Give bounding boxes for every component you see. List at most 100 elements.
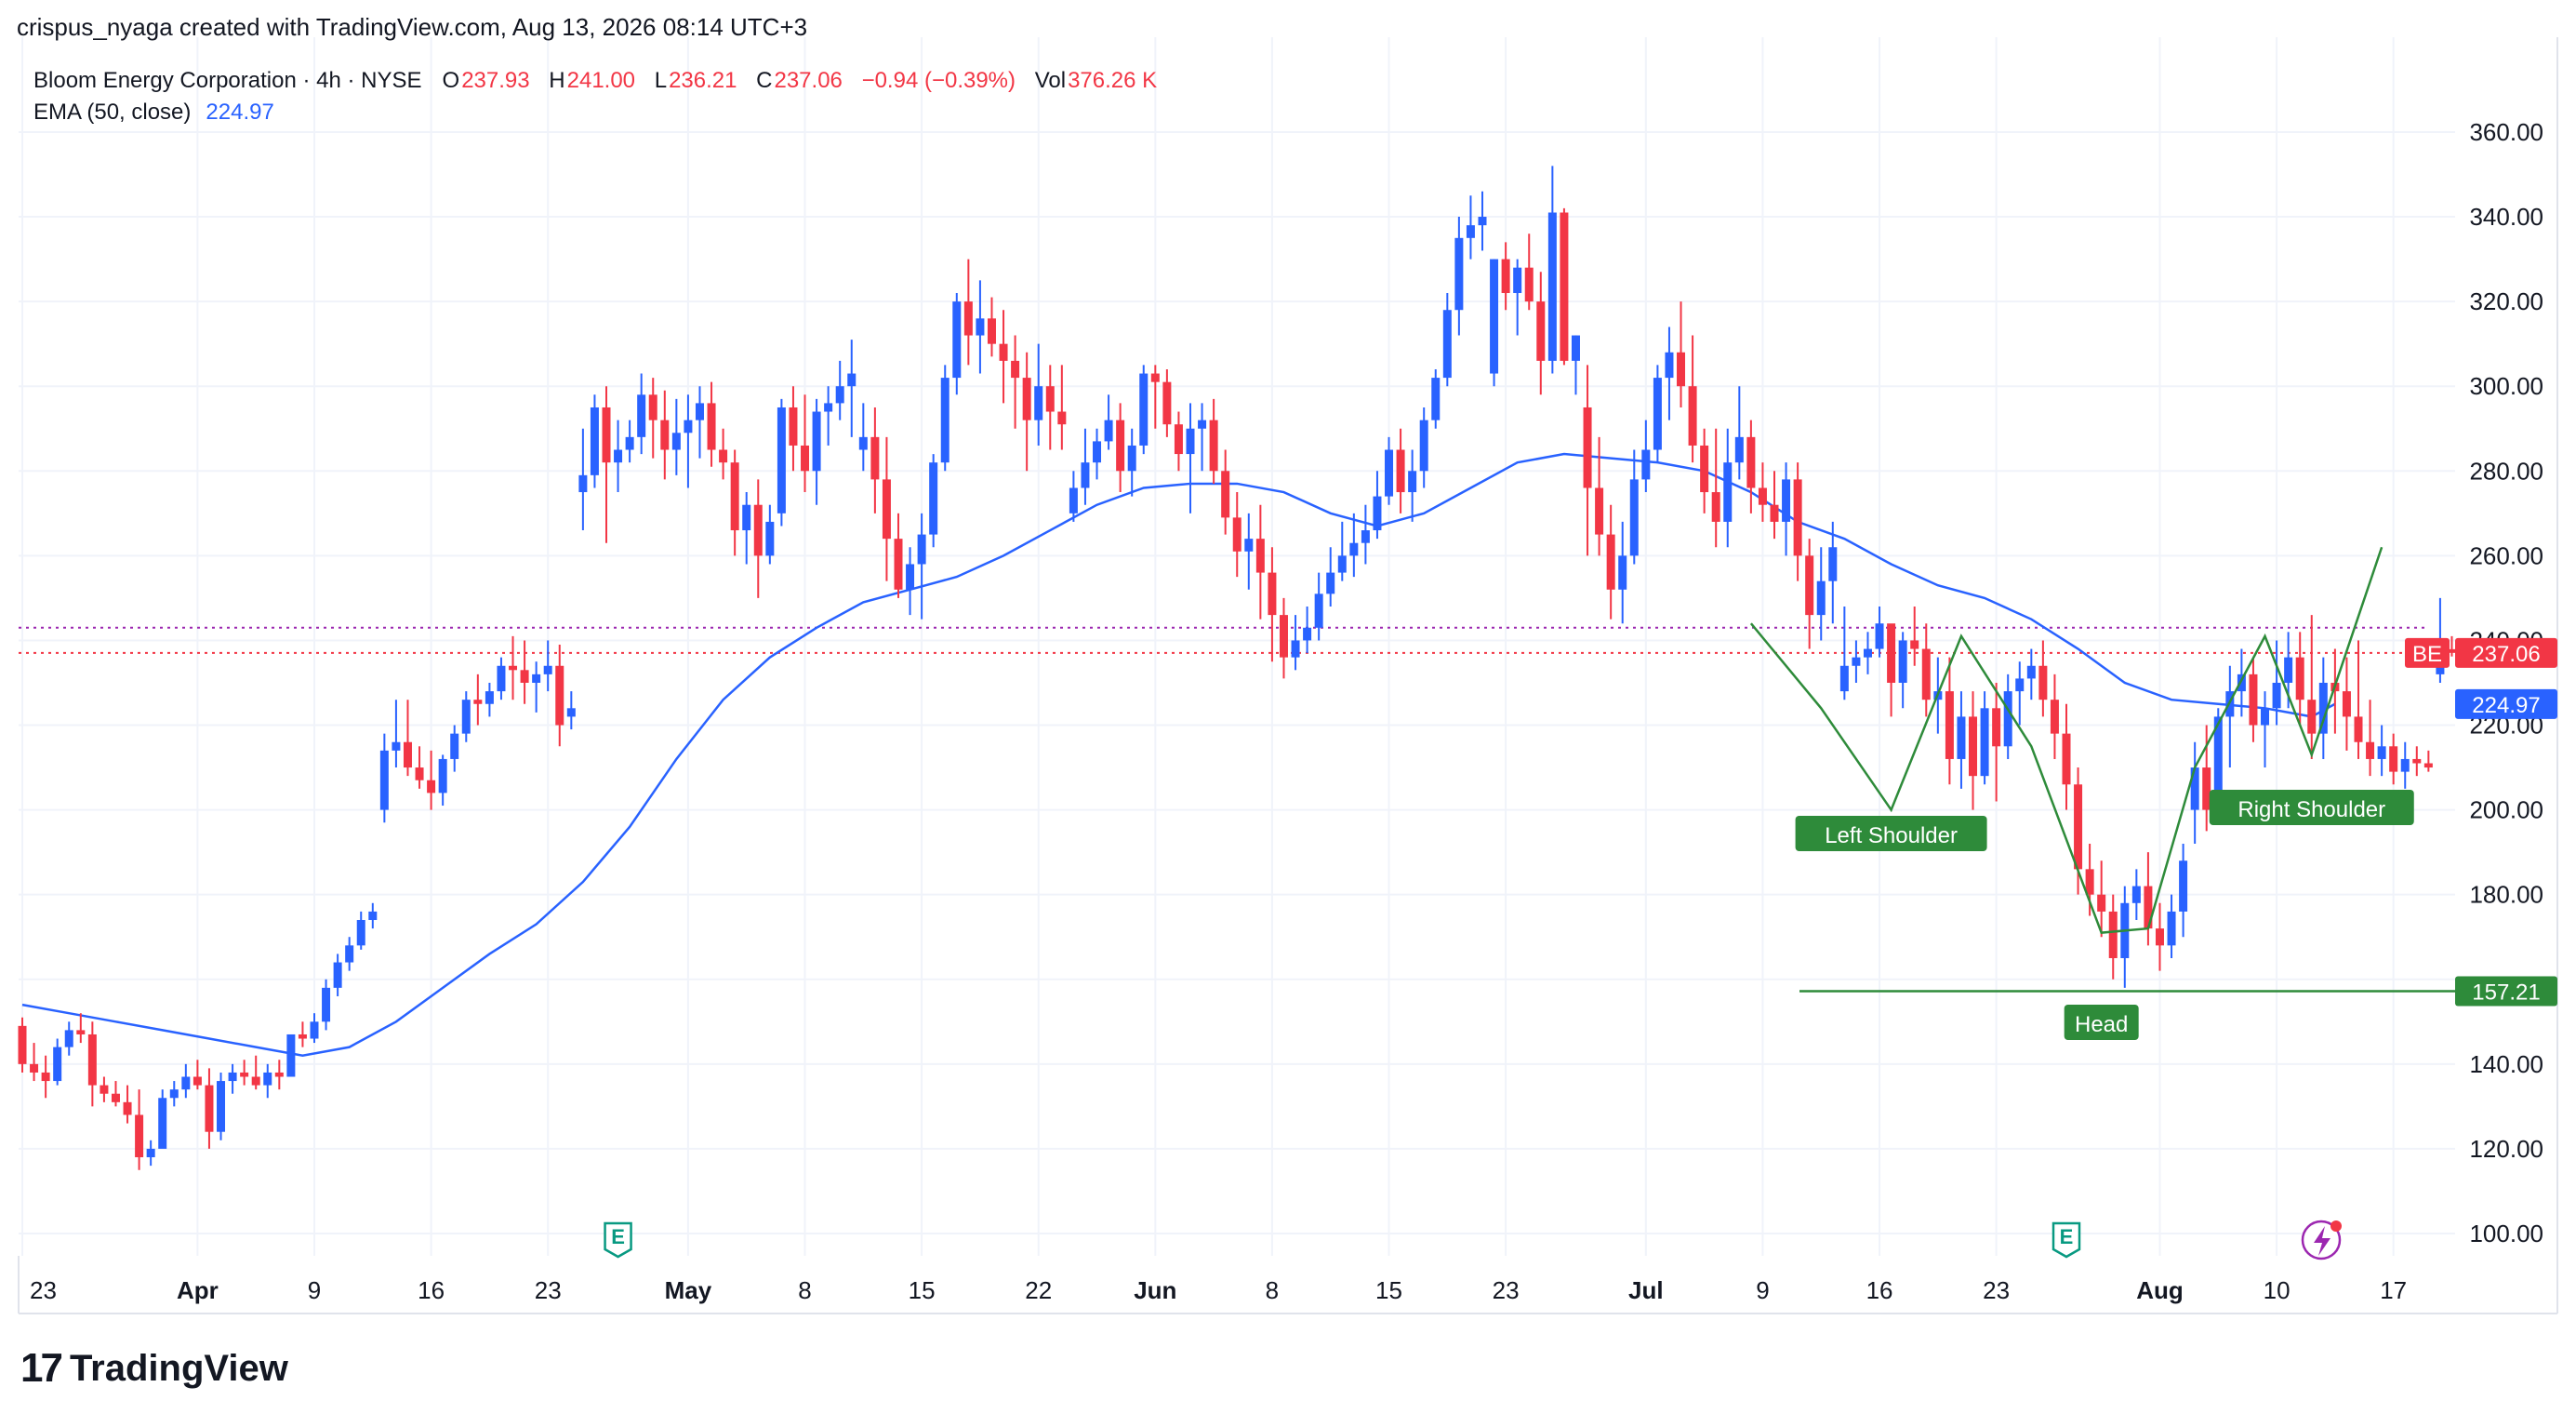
candle xyxy=(1361,504,1370,565)
ticker-badge-box xyxy=(2405,637,2450,668)
candle xyxy=(555,644,564,747)
candle-body xyxy=(461,700,471,734)
candle-body xyxy=(274,1072,284,1077)
candle xyxy=(111,1081,120,1107)
candle xyxy=(1898,632,1907,709)
chart-credit: crispus_nyaga created with TradingView.c… xyxy=(17,13,808,41)
candle xyxy=(1887,623,1896,717)
price-chart[interactable]: 100.00120.00140.00180.00200.00220.00240.… xyxy=(0,0,2576,1321)
candle-body xyxy=(41,1072,50,1082)
chart-frame[interactable]: 100.00120.00140.00180.00200.00220.00240.… xyxy=(0,0,2576,1321)
candle xyxy=(648,378,657,459)
x-tick-label: 23 xyxy=(30,1276,57,1304)
candle-body xyxy=(2202,767,2211,810)
pattern-line xyxy=(1749,546,2383,934)
candle-body xyxy=(2400,758,2410,772)
candle-body xyxy=(742,504,751,531)
candle xyxy=(1396,428,1405,513)
candle xyxy=(146,1140,155,1167)
candle xyxy=(906,547,915,616)
candle xyxy=(1221,449,1230,535)
candle xyxy=(1665,327,1674,420)
candle xyxy=(1255,504,1265,620)
candle xyxy=(2423,750,2433,772)
candle xyxy=(18,1017,27,1073)
candle-body xyxy=(403,741,412,768)
candle-body xyxy=(753,504,763,556)
candle xyxy=(1734,386,1744,480)
candle-body xyxy=(205,1085,214,1132)
x-tick-label: 9 xyxy=(308,1276,321,1304)
candle-body xyxy=(940,378,949,463)
candle xyxy=(461,691,471,742)
candle xyxy=(590,394,599,488)
candle xyxy=(368,902,378,929)
candle-body xyxy=(1081,462,1090,488)
candle xyxy=(543,640,552,692)
candle-body xyxy=(333,962,342,988)
candle-body xyxy=(987,318,996,344)
candle xyxy=(1209,398,1218,484)
candle-body xyxy=(835,386,844,404)
candle-body xyxy=(1560,212,1569,361)
candle-body xyxy=(590,407,599,475)
candle-body xyxy=(1501,259,1510,294)
candle xyxy=(2108,894,2118,980)
candle-body xyxy=(1969,716,1978,777)
candle-body xyxy=(2389,746,2398,772)
candle xyxy=(1828,521,1838,624)
candle-body xyxy=(368,911,378,921)
candle-body xyxy=(1150,373,1160,382)
candle xyxy=(1244,513,1254,590)
candle xyxy=(2155,902,2164,971)
candle-body xyxy=(2179,860,2188,912)
chart-legend: Bloom Energy Corporation · 4h · NYSE O23… xyxy=(33,65,1170,128)
candle-body xyxy=(1992,708,2001,747)
candle-body xyxy=(1174,424,1183,455)
candle xyxy=(2167,894,2176,958)
candle xyxy=(217,1072,226,1140)
legend-ema-label[interactable]: EMA (50, close) xyxy=(33,100,192,125)
candle-body xyxy=(1209,420,1218,472)
y-tick-label: 100.00 xyxy=(2469,1220,2543,1247)
candle xyxy=(1466,195,1475,260)
candle-body xyxy=(870,436,880,480)
candle xyxy=(847,340,856,437)
candle xyxy=(824,386,833,446)
candle xyxy=(1723,428,1733,548)
candle xyxy=(438,754,447,807)
candle-body xyxy=(648,394,657,420)
earnings-event-label: E xyxy=(2060,1225,2074,1248)
y-tick-label: 320.00 xyxy=(2469,287,2543,315)
candle-body xyxy=(2295,657,2304,700)
candle xyxy=(940,365,949,472)
candle xyxy=(2179,844,2188,938)
candle-body xyxy=(392,741,401,751)
candle-body xyxy=(2354,716,2363,742)
candle-body xyxy=(1583,407,1592,488)
x-tick-label: 16 xyxy=(1866,1276,1893,1304)
pattern-label-box xyxy=(1795,816,1987,851)
tradingview-logo[interactable]: 17 TradingView xyxy=(20,1345,288,1392)
candle xyxy=(1839,607,1849,700)
candle xyxy=(473,673,483,726)
candle-body xyxy=(1490,259,1499,374)
candle-body xyxy=(894,539,903,590)
candle-body xyxy=(555,665,564,726)
candle-body xyxy=(2062,733,2071,785)
candle xyxy=(193,1060,202,1090)
candle-body xyxy=(1139,373,1149,446)
legend-symbol[interactable]: Bloom Energy Corporation · 4h · NYSE xyxy=(33,68,422,93)
candle-body xyxy=(2003,691,2012,747)
candle xyxy=(625,420,634,463)
candle-body xyxy=(543,665,552,674)
legend-ema-row: EMA (50, close) 224.97 xyxy=(33,97,1170,128)
candle-body xyxy=(2423,763,2433,768)
candle xyxy=(637,373,646,455)
candle xyxy=(963,259,973,366)
candle-body xyxy=(240,1072,249,1077)
legend-open-label: O xyxy=(442,68,460,93)
axis-price-box xyxy=(2455,637,2557,668)
legend-volume: 376.26 K xyxy=(1068,68,1158,93)
candle xyxy=(1863,632,1872,674)
